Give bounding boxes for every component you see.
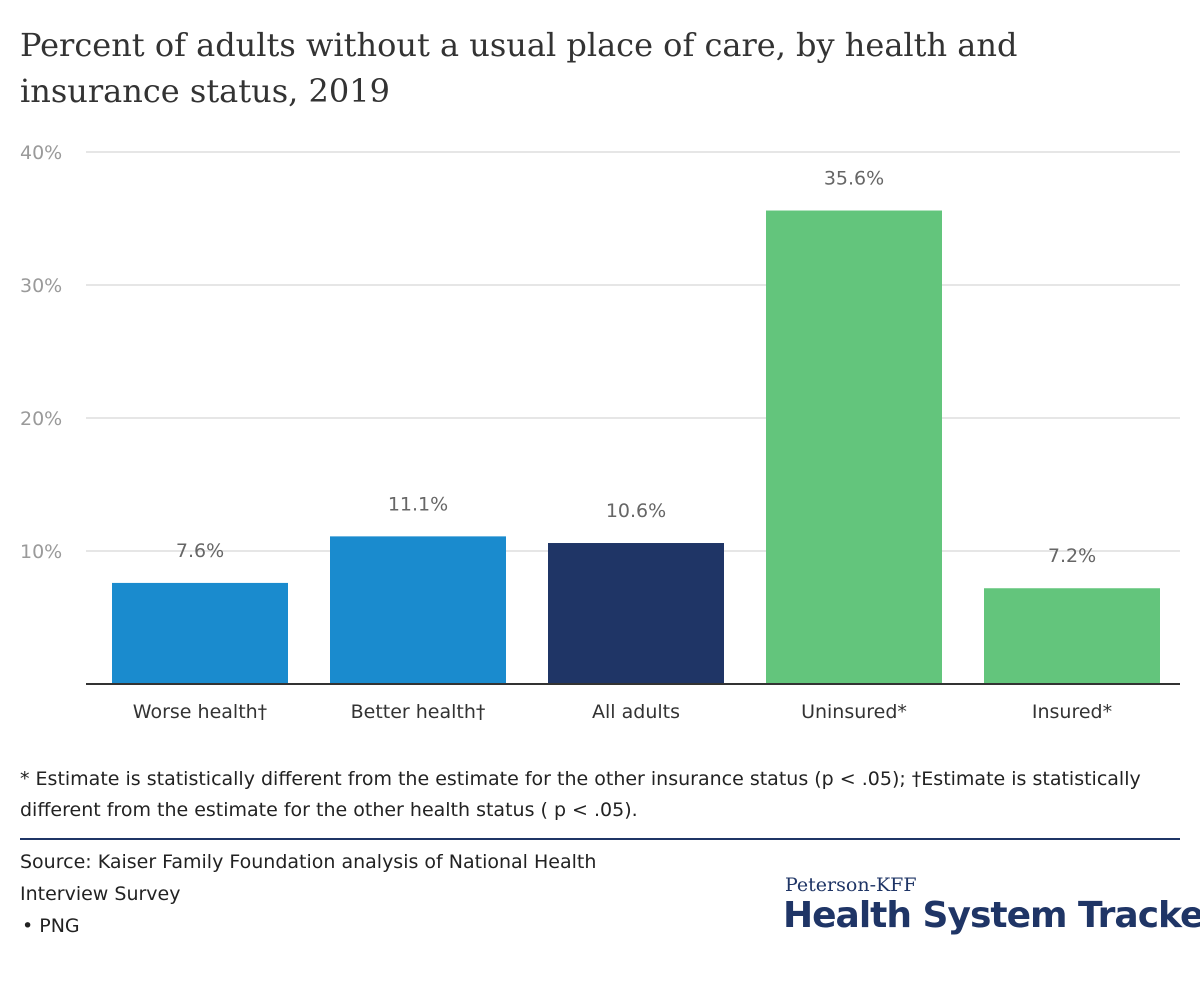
x-tick-label: Worse health† (133, 701, 267, 723)
bar (548, 543, 724, 684)
y-tick-label: 20% (20, 408, 62, 430)
bar (330, 536, 506, 684)
bar (766, 210, 942, 684)
logo-peterson-kff: Peterson-KFF (785, 874, 917, 896)
x-tick-label: All adults (592, 701, 680, 723)
chart-title: Percent of adults without a usual place … (20, 26, 1018, 110)
y-tick-label: 10% (20, 541, 62, 563)
data-label: 10.6% (606, 500, 666, 522)
bar (112, 582, 288, 684)
x-tick-label: Insured* (1032, 701, 1112, 723)
data-label: 7.2% (1048, 545, 1096, 567)
data-label: 7.6% (176, 540, 224, 562)
footnote: * Estimate is statistically different fr… (20, 768, 1141, 821)
png-download-link[interactable]: • PNG (22, 915, 80, 937)
y-tick-label: 40% (20, 142, 62, 164)
bar (984, 588, 1160, 684)
logo-health-system-tracker: Health System Tracker (783, 895, 1200, 936)
x-tick-label: Uninsured* (801, 701, 907, 723)
source-note: Source: Kaiser Family Foundation analysi… (20, 851, 597, 905)
bar-chart: 10% 20% 30% 40% 7.6% Worse health† 11.1% Better… (20, 142, 1180, 723)
data-label: 35.6% (824, 168, 884, 190)
y-tick-label: 30% (20, 275, 62, 297)
divider (20, 838, 1180, 840)
data-label: 11.1% (388, 493, 448, 515)
x-tick-label: Better health† (351, 701, 486, 723)
